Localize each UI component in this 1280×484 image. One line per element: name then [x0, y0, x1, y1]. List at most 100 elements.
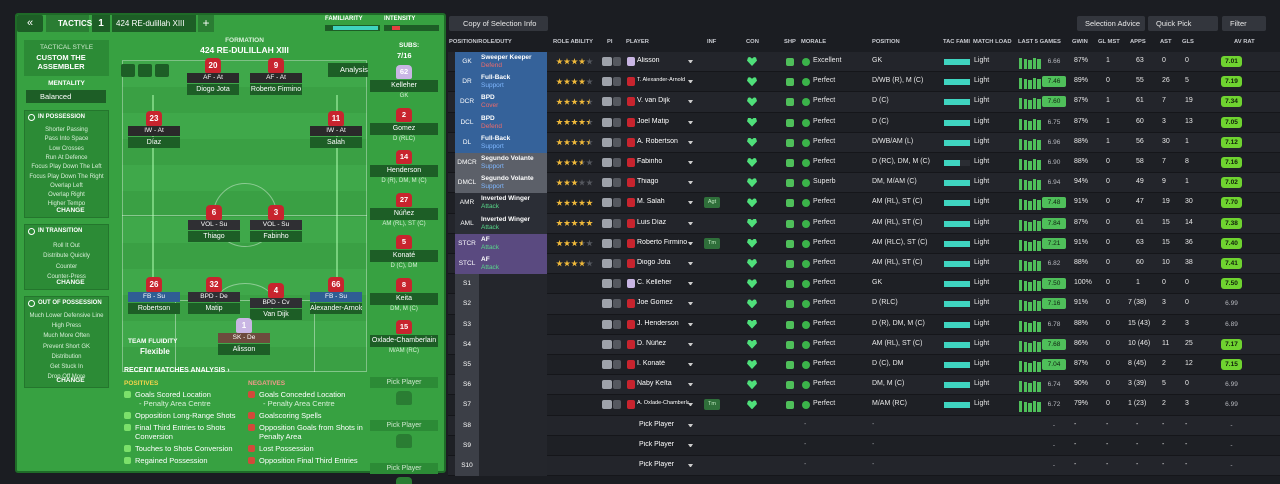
- role-name[interactable]: Full-Back: [481, 134, 511, 142]
- role-tag[interactable]: BPD - Cv: [250, 298, 302, 308]
- column-header[interactable]: SHP: [784, 39, 796, 45]
- tactic-name[interactable]: 424 RE-dulillah XIII: [112, 15, 196, 32]
- mentality-dropdown[interactable]: Balanced: [26, 90, 106, 103]
- player-name[interactable]: Alexander-Arnold: [310, 303, 362, 314]
- sub-name[interactable]: Konaté: [370, 250, 438, 262]
- column-header[interactable]: PI: [607, 39, 613, 45]
- player-name[interactable]: Alisson: [218, 344, 270, 355]
- column-header[interactable]: LAST 5 GAMES: [1018, 39, 1061, 45]
- role-tag[interactable]: AF - At: [250, 73, 302, 83]
- role-name[interactable]: Segundo Volante: [481, 155, 534, 162]
- row-dropdown[interactable]: [688, 181, 693, 185]
- player-name[interactable]: Diogo Jota: [187, 84, 239, 95]
- player-name[interactable]: Fabinho: [637, 158, 663, 165]
- column-header[interactable]: ROLE ABILITY: [553, 39, 594, 45]
- column-header[interactable]: POSITION/ROLE/DUTY: [449, 39, 512, 45]
- row-dropdown[interactable]: [688, 302, 693, 306]
- player-name[interactable]: T. Alexander-Arnold: [637, 77, 685, 84]
- role-name[interactable]: Segundo Volante: [481, 175, 534, 183]
- sub-name[interactable]: Gomez: [370, 122, 438, 135]
- pick-player[interactable]: Pick Player: [370, 377, 438, 388]
- player-name[interactable]: A. Oxlade-Chamberlain: [637, 400, 689, 407]
- column-header[interactable]: POSITION: [872, 39, 900, 45]
- role-tag[interactable]: IW - At: [310, 126, 362, 136]
- row-dropdown[interactable]: [688, 80, 693, 84]
- player-name[interactable]: Thiago: [188, 231, 240, 242]
- role-name[interactable]: AF: [481, 256, 490, 263]
- player-name[interactable]: Roberto Firmino: [250, 84, 302, 95]
- role-tag[interactable]: FB - Su: [310, 292, 362, 302]
- sub-name[interactable]: Henderson: [370, 165, 438, 177]
- player-name[interactable]: C. Kelleher: [637, 279, 672, 287]
- role-name[interactable]: AF: [481, 235, 490, 243]
- view-icon[interactable]: [155, 64, 169, 77]
- column-header[interactable]: AV RAT: [1234, 39, 1255, 45]
- row-dropdown[interactable]: [688, 322, 693, 326]
- add-tactic[interactable]: +: [198, 15, 214, 32]
- row-dropdown[interactable]: [688, 363, 693, 366]
- player-name[interactable]: Pick Player: [639, 440, 675, 448]
- tactics-tab[interactable]: TACTICS: [46, 15, 92, 32]
- row-dropdown[interactable]: [688, 403, 693, 407]
- player-name[interactable]: Salah: [310, 137, 362, 148]
- column-header[interactable]: MATCH LOAD: [973, 39, 1012, 45]
- change-button[interactable]: CHANGE: [56, 207, 85, 214]
- player-name[interactable]: V. van Dijk: [637, 97, 670, 105]
- view-dropdown[interactable]: Copy of Selection Info: [449, 16, 548, 31]
- analysis-button[interactable]: Analysis: [328, 63, 368, 77]
- column-header[interactable]: AST: [1160, 39, 1172, 45]
- player-name[interactable]: Pick Player: [639, 461, 675, 468]
- row-dropdown[interactable]: [688, 60, 693, 63]
- pick-player[interactable]: Pick Player: [370, 463, 438, 474]
- player-name[interactable]: Roberto Firmino: [637, 238, 688, 246]
- column-header[interactable]: PLAYER: [626, 39, 649, 45]
- role-name[interactable]: Sweeper Keeper: [481, 54, 532, 61]
- player-name[interactable]: A. Robertson: [637, 137, 678, 145]
- toolbar-button[interactable]: Selection Advice: [1077, 16, 1145, 31]
- player-name[interactable]: Van Dijk: [250, 309, 302, 320]
- row-dropdown[interactable]: [688, 262, 693, 265]
- row-dropdown[interactable]: [688, 464, 693, 467]
- column-header[interactable]: APPS: [1130, 39, 1146, 45]
- player-name[interactable]: Luis Díaz: [637, 218, 667, 226]
- role-tag[interactable]: AF - At: [187, 73, 239, 83]
- pick-player[interactable]: Pick Player: [370, 420, 438, 431]
- player-name[interactable]: D. Núñez: [637, 339, 667, 347]
- row-dropdown[interactable]: [688, 423, 693, 427]
- column-header[interactable]: TAC FAMI: [943, 39, 970, 45]
- role-name[interactable]: BPD: [481, 114, 495, 122]
- change-button[interactable]: CHANGE: [56, 279, 85, 286]
- analysis-title[interactable]: RECENT MATCHES ANALYSIS ›: [124, 367, 230, 374]
- view-icon[interactable]: [138, 64, 152, 77]
- player-name[interactable]: Joe Gomez: [637, 299, 673, 307]
- row-dropdown[interactable]: [688, 342, 693, 346]
- player-name[interactable]: Díaz: [128, 137, 180, 148]
- toolbar-button[interactable]: Quick Pick: [1148, 16, 1218, 31]
- role-name[interactable]: Inverted Winger: [481, 215, 531, 223]
- column-header[interactable]: GWIN: [1072, 39, 1088, 45]
- change-button[interactable]: CHANGE: [56, 377, 85, 384]
- row-dropdown[interactable]: [688, 241, 693, 245]
- player-name[interactable]: Robertson: [128, 303, 180, 314]
- row-dropdown[interactable]: [688, 443, 693, 447]
- row-dropdown[interactable]: [688, 100, 693, 104]
- toolbar-button[interactable]: Filter: [1222, 16, 1266, 31]
- row-dropdown[interactable]: [688, 221, 693, 225]
- view-icon[interactable]: [121, 64, 135, 77]
- back-button[interactable]: «: [17, 15, 43, 32]
- row-dropdown[interactable]: [688, 282, 693, 286]
- row-dropdown[interactable]: [688, 161, 693, 164]
- column-header[interactable]: GLS: [1182, 39, 1194, 45]
- role-tag[interactable]: BPD - De: [188, 292, 240, 302]
- sub-name[interactable]: Keita: [370, 292, 438, 305]
- sub-name[interactable]: Oxlade-Chamberlain: [370, 335, 438, 347]
- player-name[interactable]: I. Konaté: [637, 360, 666, 367]
- player-name[interactable]: Alisson: [637, 57, 660, 64]
- role-tag[interactable]: VOL - Su: [250, 220, 302, 230]
- row-dropdown[interactable]: [688, 383, 693, 387]
- role-name[interactable]: Inverted Winger: [481, 195, 531, 203]
- tactic-slot[interactable]: 1: [92, 15, 110, 32]
- sub-name[interactable]: Núñez: [370, 207, 438, 220]
- role-tag[interactable]: VOL - Su: [188, 220, 240, 230]
- player-name[interactable]: J. Henderson: [637, 319, 679, 327]
